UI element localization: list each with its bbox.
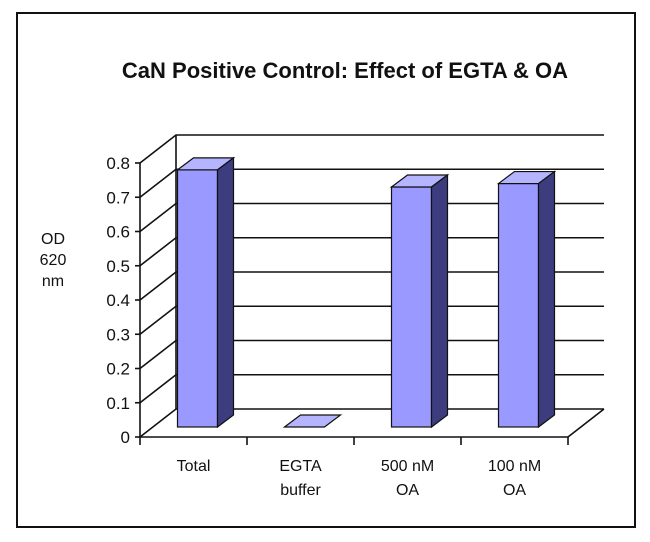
x-tick-label: EGTA	[279, 458, 322, 475]
y-tick-label: 0.6	[106, 223, 130, 242]
bar	[282, 414, 343, 428]
bar-front	[176, 169, 219, 428]
y-tick-label: 0.2	[106, 360, 130, 379]
bars	[175, 156, 557, 429]
x-tick-label: Total	[177, 458, 211, 475]
chart-title: CaN Positive Control: Effect of EGTA & O…	[122, 58, 568, 83]
bar	[389, 173, 450, 429]
y-tick-labels: 0 0.1 0.2 0.3 0.4 0.5 0.6 0.7 0.8	[106, 154, 130, 447]
x-tick-label: OA	[396, 482, 419, 499]
bar-side	[216, 156, 235, 429]
bar	[496, 170, 557, 429]
y-tick-label: 0.1	[106, 394, 130, 413]
x-tick-labels: Total EGTA buffer 500 nM OA 100 nM OA	[177, 458, 542, 499]
x-tick-label: OA	[503, 482, 526, 499]
y-tick-label: 0	[121, 428, 130, 447]
x-tick-label: 500 nM	[381, 458, 434, 475]
bar-side	[537, 170, 556, 429]
x-tick-label: 100 nM	[488, 458, 541, 475]
bar-side	[430, 173, 449, 429]
y-tick-label: 0.5	[106, 257, 130, 276]
y-tick-label: 0.8	[106, 154, 130, 173]
x-tick-label: buffer	[280, 482, 321, 499]
bar-top	[282, 414, 343, 428]
y-tick-label: 0.7	[106, 188, 130, 207]
axes	[135, 135, 605, 445]
bar-front	[390, 186, 433, 428]
bar	[175, 156, 236, 429]
y-tick-label: 0.4	[106, 291, 130, 310]
y-axis-label: OD 620 nm	[40, 231, 67, 290]
y-axis-label-line: nm	[42, 273, 64, 290]
y-axis-label-line: 620	[40, 252, 67, 269]
floor-edge	[567, 408, 605, 438]
y-tick-label: 0.3	[106, 325, 130, 344]
y-axis-label-line: OD	[41, 231, 65, 248]
bar-front	[497, 182, 540, 428]
